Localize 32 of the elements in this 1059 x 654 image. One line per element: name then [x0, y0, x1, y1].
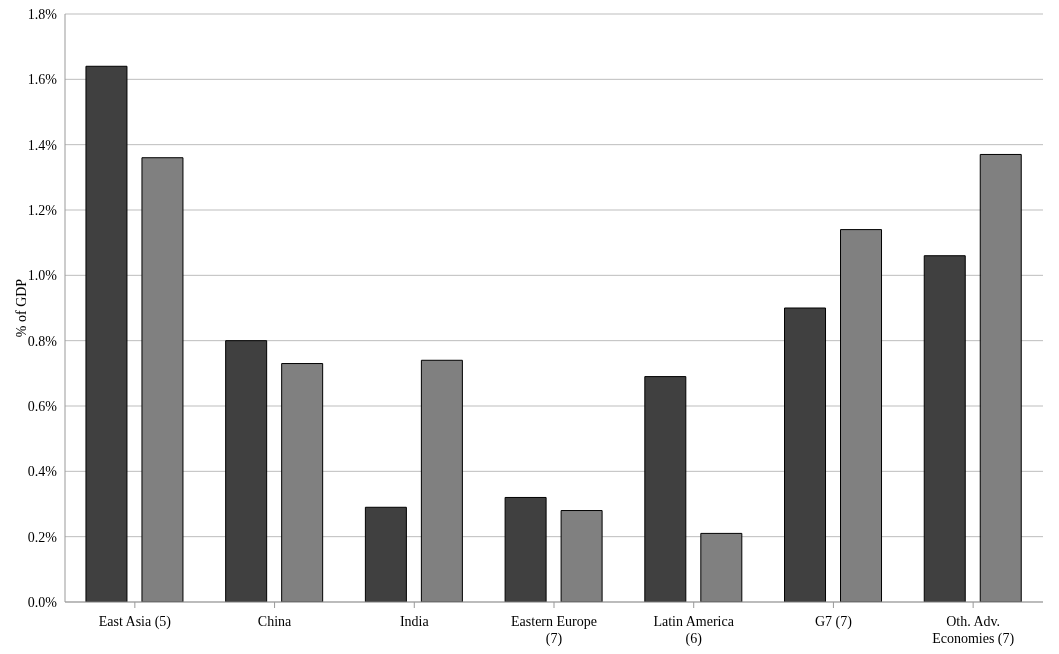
bar — [141, 157, 184, 602]
bar — [85, 65, 128, 602]
y-tick-label: 0.8% — [27, 333, 58, 349]
y-tick-label: 1.6% — [27, 72, 58, 88]
y-tick-label: 0.0% — [27, 594, 58, 610]
bar — [979, 153, 1022, 602]
x-tick-label: China — [257, 614, 293, 629]
x-tick-label: Latin America (6) — [653, 614, 735, 647]
bar — [504, 496, 547, 602]
y-axis-title: % of GDP — [13, 278, 29, 338]
bar — [225, 340, 268, 602]
y-tick-label: 0.2% — [27, 529, 58, 545]
bar — [644, 376, 687, 602]
x-tick-label: Eastern Europe (7) — [511, 614, 597, 647]
bar — [281, 363, 324, 602]
bar — [840, 229, 883, 602]
y-tick-label: 1.8% — [27, 6, 58, 22]
bar — [700, 532, 743, 602]
bar — [560, 510, 603, 602]
bar — [364, 506, 407, 602]
x-tick-label: G7 (7) — [814, 614, 853, 630]
bar — [923, 255, 966, 602]
x-tick-label: Oth. Adv. Economies (7) — [932, 614, 1015, 647]
y-tick-label: 0.6% — [27, 398, 58, 414]
bar — [420, 359, 463, 602]
bar — [784, 307, 827, 602]
y-tick-label: 1.0% — [27, 268, 58, 284]
x-tick-label: India — [399, 614, 430, 629]
y-tick-label: 1.4% — [27, 137, 58, 153]
x-tick-label: East Asia (5) — [98, 614, 172, 630]
y-tick-label: 1.2% — [27, 202, 58, 218]
y-tick-label: 0.4% — [27, 464, 58, 480]
